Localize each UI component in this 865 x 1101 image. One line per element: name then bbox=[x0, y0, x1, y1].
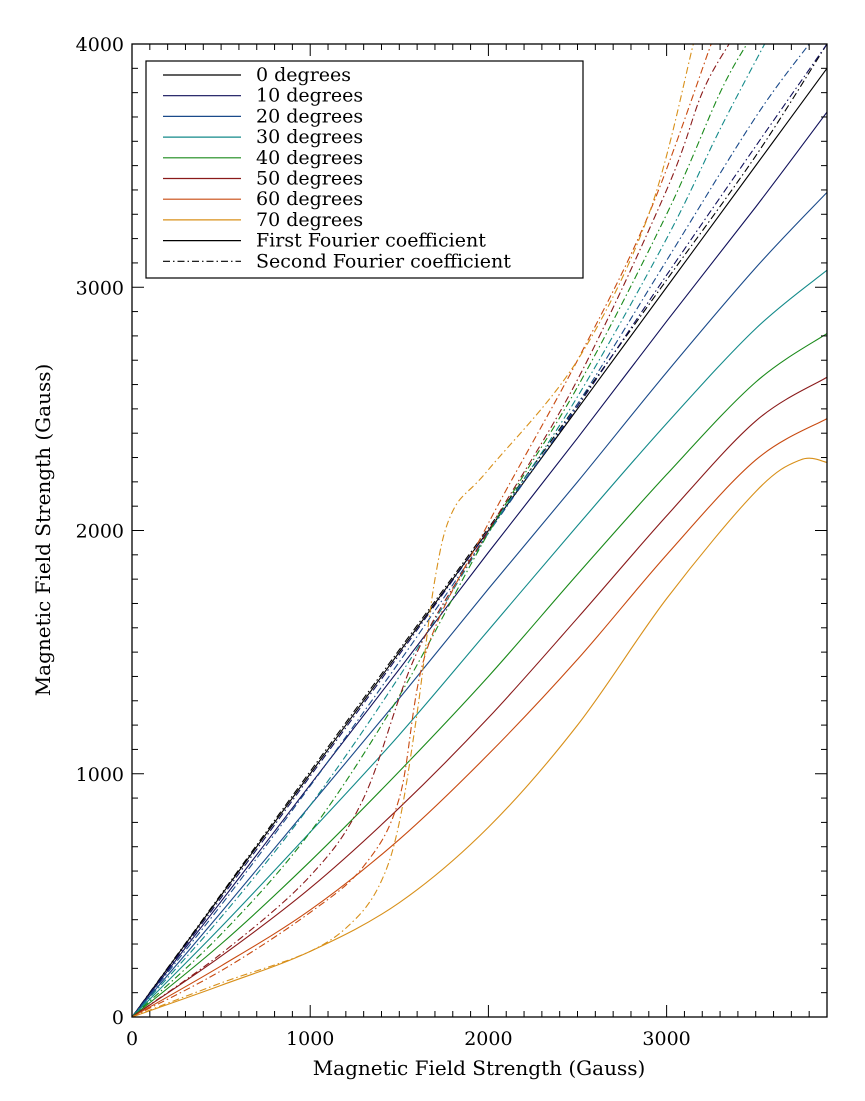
series-line bbox=[132, 333, 827, 1017]
x-tick-label: 3000 bbox=[642, 1028, 690, 1050]
x-axis-label: Magnetic Field Strength (Gauss) bbox=[313, 1056, 646, 1080]
ticks-layer bbox=[131, 43, 828, 1018]
tick-labels: 0 1000 2000 3000 0 1000 2000 3000 4000 bbox=[76, 34, 691, 1050]
y-tick-label: 4000 bbox=[76, 34, 124, 56]
series-line bbox=[132, 457, 827, 1017]
series-line bbox=[132, 44, 827, 1017]
plot-area bbox=[132, 44, 827, 1017]
x-tick-label: 0 bbox=[126, 1028, 138, 1050]
legend-box bbox=[145, 60, 584, 279]
series-line bbox=[132, 44, 827, 1017]
x-tick-label: 2000 bbox=[464, 1028, 512, 1050]
series-line bbox=[132, 418, 827, 1017]
series-line bbox=[132, 376, 827, 1017]
y-tick-label: 0 bbox=[112, 1007, 124, 1029]
series-line bbox=[132, 111, 827, 1017]
series-line bbox=[132, 44, 694, 1017]
x-tick-label: 1000 bbox=[286, 1028, 334, 1050]
legend-label: 30 degrees bbox=[256, 126, 363, 148]
series-line bbox=[132, 44, 712, 1017]
series-line bbox=[132, 44, 730, 1017]
legend-label: First Fourier coefficient bbox=[256, 230, 486, 252]
series-line bbox=[132, 44, 766, 1017]
y-axis-label: Magnetic Field Strength (Gauss) bbox=[31, 364, 55, 697]
y-tick-label: 2000 bbox=[76, 521, 124, 543]
legend-label: 40 degrees bbox=[256, 147, 363, 169]
legend-label: 50 degrees bbox=[256, 168, 363, 190]
y-tick-label: 1000 bbox=[76, 764, 124, 786]
legend-label: 60 degrees bbox=[256, 188, 363, 210]
series-line bbox=[132, 44, 748, 1017]
series-layer bbox=[132, 44, 827, 1017]
legend-label: Second Fourier coefficient bbox=[256, 250, 511, 272]
legend-label: 20 degrees bbox=[256, 105, 363, 127]
legend-label: 0 degrees bbox=[256, 64, 351, 86]
legend-label: 10 degrees bbox=[256, 85, 363, 107]
legend-label: 70 degrees bbox=[256, 209, 363, 231]
series-line bbox=[132, 192, 827, 1017]
y-tick-label: 3000 bbox=[76, 277, 124, 299]
series-line bbox=[132, 269, 827, 1017]
